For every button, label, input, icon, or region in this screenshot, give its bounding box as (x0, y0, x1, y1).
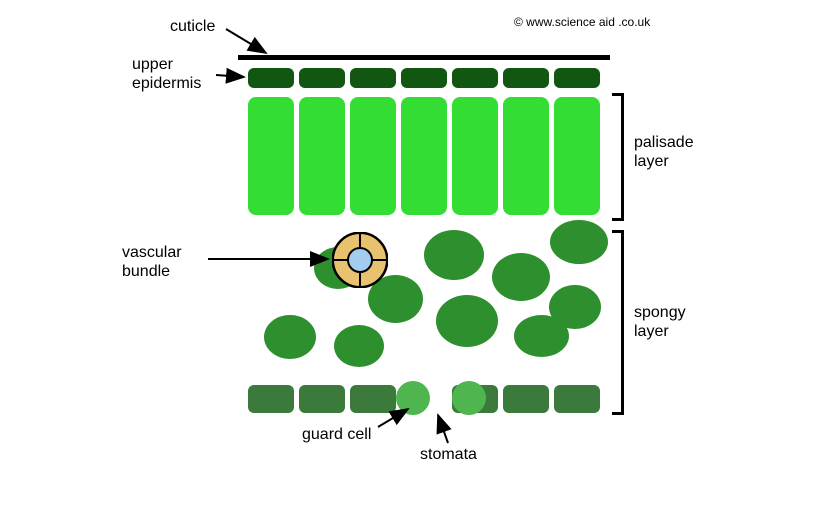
spongy-bracket (612, 230, 624, 415)
lower-epidermis-cell (350, 385, 396, 413)
upper-epidermis-cell (350, 68, 396, 88)
spongy-cell (550, 220, 608, 264)
palisade-cell (554, 97, 600, 215)
cuticle-label: cuticle (170, 17, 215, 36)
palisade-bracket (612, 93, 624, 221)
lower-epidermis-cell (248, 385, 294, 413)
palisade-cell (248, 97, 294, 215)
spongy-cell (264, 315, 316, 359)
lower-epidermis-cell (299, 385, 345, 413)
upper-epidermis-cell (554, 68, 600, 88)
leaf-cross-section-diagram: © www.science aid .co.uk cuticle upper e… (114, 15, 744, 515)
stomata-label: stomata (420, 445, 477, 464)
upper-epidermis-label: upper epidermis (132, 55, 201, 93)
lower-epidermis-cell (554, 385, 600, 413)
upper-epidermis-cell (452, 68, 498, 88)
vascular-bundle-label: vascular bundle (122, 243, 182, 281)
cuticle-line (238, 55, 610, 60)
lower-epidermis-cell (503, 385, 549, 413)
palisade-cell (350, 97, 396, 215)
upper-epidermis-cell (248, 68, 294, 88)
palisade-layer-label: palisade layer (634, 133, 694, 171)
spongy-cell (436, 295, 498, 347)
guard-cell (396, 381, 430, 415)
guard-cell (452, 381, 486, 415)
upper-epidermis-cell (503, 68, 549, 88)
upper-epidermis-cell (299, 68, 345, 88)
palisade-cell (299, 97, 345, 215)
vascular-bundle (332, 232, 388, 288)
upper-epidermis-cell (401, 68, 447, 88)
credit-text: © www.science aid .co.uk (514, 15, 650, 29)
palisade-cell (401, 97, 447, 215)
spongy-cell (549, 285, 601, 329)
palisade-cell (503, 97, 549, 215)
guard-cell-label: guard cell (302, 425, 371, 444)
spongy-cell (334, 325, 384, 367)
spongy-layer-label: spongy layer (634, 303, 686, 341)
spongy-cell (424, 230, 484, 280)
spongy-cell (492, 253, 550, 301)
palisade-cell (452, 97, 498, 215)
